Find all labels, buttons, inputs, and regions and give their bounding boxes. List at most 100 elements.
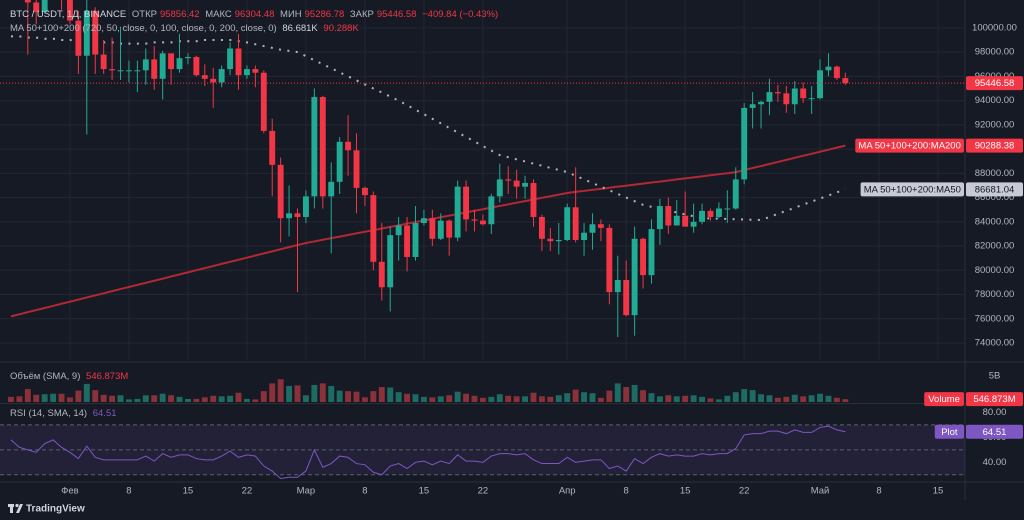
volume-bar: [75, 390, 82, 402]
candle-body: [218, 69, 225, 83]
candle-body: [100, 54, 107, 70]
volume-bar: [311, 384, 318, 402]
candle-body: [741, 107, 748, 180]
tag-name-box: [855, 138, 964, 153]
volume-bar: [92, 390, 99, 402]
volume-bar: [319, 383, 326, 402]
volume-bar: [471, 395, 478, 402]
candle-body: [378, 261, 385, 288]
x-tick-label: Мар: [297, 486, 316, 497]
ma-legend: MA 50+100+200 (720, 50, close, 0, 100, c…: [10, 23, 362, 34]
volume-bar: [690, 395, 697, 402]
volume-bar: [623, 387, 630, 402]
low-value: 95286.78: [304, 9, 345, 20]
candle-body: [176, 58, 183, 70]
volume-bar: [564, 393, 571, 402]
volume-bar: [791, 394, 798, 402]
volume-bar: [134, 398, 141, 402]
candle-body: [530, 183, 537, 217]
candle-body: [134, 70, 141, 72]
volume-bar: [429, 397, 436, 402]
volume-bar: [184, 398, 191, 402]
volume-bar: [758, 394, 764, 402]
volume-bar: [260, 391, 267, 402]
candle-body: [319, 96, 326, 197]
candle-body: [302, 196, 309, 217]
ma50-value: 86.681K: [282, 23, 318, 34]
volume-bar: [24, 389, 31, 402]
volume-bar: [370, 391, 377, 402]
volume-bar: [302, 395, 309, 402]
price-tag-value: 546.873M: [973, 394, 1015, 405]
volume-bar: [766, 395, 773, 402]
volume-bar: [159, 393, 166, 402]
candle-body: [463, 186, 470, 220]
y-tick-label: 74000.00: [975, 338, 1015, 349]
x-tick-label: 22: [739, 486, 750, 497]
candle-body: [353, 150, 360, 188]
candle-body: [235, 48, 242, 76]
volume-bar: [412, 394, 419, 402]
volume-bar: [648, 393, 655, 402]
volume-bar: [117, 395, 124, 402]
candle-body: [395, 225, 402, 236]
volume-bar: [286, 385, 293, 402]
volume-bar: [513, 396, 520, 402]
y-tick-label: 100000.00: [972, 22, 1017, 33]
candle-body: [648, 229, 655, 276]
x-tick-label: Май: [811, 486, 830, 497]
volume-bar: [808, 395, 815, 402]
candle-body: [370, 195, 377, 262]
x-tick-label: 15: [183, 486, 194, 497]
candle-body: [597, 224, 604, 228]
y-tick-label: 84000.00: [975, 216, 1015, 227]
y-tick-label: 80000.00: [975, 265, 1015, 276]
price-tag-value: 90288.38: [975, 141, 1015, 152]
volume-bar: [151, 395, 158, 402]
moving-average-line: [10, 144, 846, 318]
volume-bar: [825, 395, 832, 402]
volume-bar: [530, 392, 537, 402]
volume-bar: [833, 397, 840, 402]
volume-bar: [699, 396, 705, 402]
volume-bar: [454, 391, 461, 402]
price-panel: [0, 0, 965, 360]
candle-body: [277, 164, 284, 219]
volume-value: 546.873M: [86, 371, 129, 382]
candle-body: [766, 92, 773, 102]
x-tick-label: 22: [242, 486, 253, 497]
candle-body: [513, 180, 520, 187]
volume-bar: [404, 393, 411, 402]
candle-body: [193, 56, 200, 76]
volume-bar: [361, 397, 368, 402]
moving-average-line: [10, 35, 846, 222]
price-tag-value: 86681.04: [975, 184, 1015, 195]
tag-name: MA 50+100+200:MA50: [864, 184, 961, 195]
ma200-value: 90.288K: [323, 23, 359, 34]
candle-body: [749, 104, 756, 108]
rsi-value: 64.51: [92, 408, 117, 419]
close-value: 95446.58: [376, 9, 417, 20]
x-tick-label: 8: [624, 486, 629, 497]
candle-body: [724, 208, 731, 210]
candle-body: [83, 10, 90, 56]
candle-body: [125, 70, 132, 72]
tag-name-box: [934, 424, 964, 439]
candle-body: [665, 206, 672, 226]
volume-bar: [201, 397, 208, 402]
y-tick-label: 78000.00: [975, 289, 1015, 300]
volume-bar: [16, 396, 23, 402]
candle-body: [243, 69, 250, 76]
candle-body: [825, 66, 832, 71]
y-tick-label: 80.00: [983, 407, 1007, 418]
symbol: BTC / USDT, 1Д, BINANCE: [10, 9, 127, 20]
close-label: ЗАКР: [349, 9, 374, 20]
volume-bar: [277, 379, 284, 402]
y-tick-label: 82000.00: [975, 241, 1015, 252]
candle-body: [252, 69, 259, 73]
x-tick-label: 8: [876, 486, 881, 497]
candle-body: [471, 219, 478, 221]
candle-body: [336, 141, 343, 182]
volume-bar: [387, 387, 394, 402]
x-tick-label: 15: [419, 486, 430, 497]
